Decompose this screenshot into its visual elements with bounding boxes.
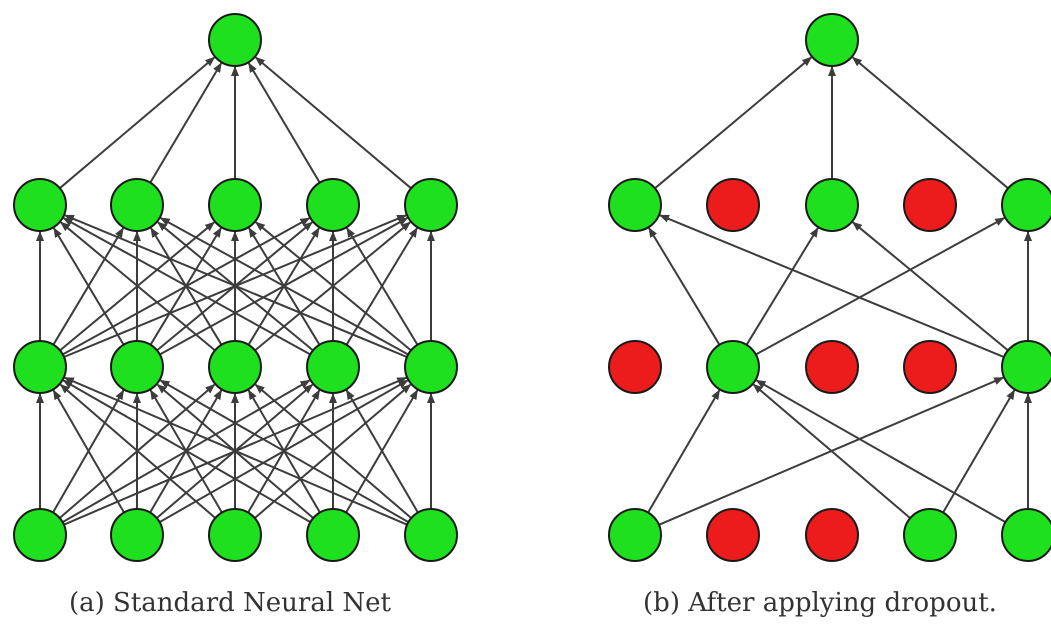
dropout-edge-hidden1-2-to-hidden2-5	[755, 217, 1006, 356]
dropout-hidden2-node-4-dropped	[903, 178, 957, 232]
dropout-edge-input-1-to-hidden1-2	[647, 389, 721, 514]
standard-edge-input-2-to-hidden1-1	[52, 389, 125, 514]
standard-hidden2-node-2	[110, 178, 164, 232]
standard-input-node-2	[110, 508, 164, 562]
standard-network-nodes	[13, 13, 458, 562]
standard-edge-hidden1-5-to-hidden2-4	[346, 227, 419, 346]
dropout-edge-hidden1-5-to-hidden2-3	[852, 221, 1009, 352]
standard-edge-input-5-to-hidden1-1	[63, 376, 408, 526]
standard-hidden1-node-2	[110, 340, 164, 394]
dropout-edge-input-5-to-hidden1-2	[755, 379, 1006, 523]
standard-hidden2-node-4	[306, 178, 360, 232]
standard-hidden1-node-5	[404, 340, 458, 394]
dropout-hidden2-node-1	[608, 178, 662, 232]
standard-edge-hidden1-3-to-hidden2-1	[60, 221, 216, 352]
dropout-network-panel	[608, 13, 1051, 562]
standard-edge-hidden1-2-to-hidden2-1	[53, 227, 125, 346]
standard-hidden1-node-1	[13, 340, 67, 394]
dropout-edge-hidden1-2-to-hidden2-3	[745, 227, 819, 346]
standard-hidden2-node-3	[208, 178, 262, 232]
standard-hidden2-node-1	[13, 178, 67, 232]
standard-input-node-5	[404, 508, 458, 562]
dropout-network-nodes	[608, 13, 1051, 562]
dropout-edge-hidden1-5-to-hidden2-1	[659, 214, 1005, 359]
standard-network-edges	[36, 56, 435, 526]
standard-edge-hidden1-5-to-hidden2-1	[63, 214, 408, 358]
dropout-output-node-1	[805, 13, 859, 67]
dropout-input-node-1	[608, 508, 662, 562]
dropout-edge-input-4-to-hidden1-2	[752, 383, 911, 519]
dropout-input-node-5	[1001, 508, 1051, 562]
standard-edge-input-3-to-hidden1-1	[59, 383, 216, 519]
standard-edge-hidden1-4-to-hidden2-1	[62, 217, 311, 356]
standard-edge-input-5-to-hidden1-2	[159, 379, 409, 523]
dropout-hidden1-node-5	[1001, 340, 1051, 394]
dropout-network-edges	[647, 56, 1032, 526]
standard-hidden1-node-3	[208, 340, 262, 394]
standard-input-node-3	[208, 508, 262, 562]
standard-edge-hidden2-1-to-output-1	[59, 56, 216, 189]
standard-edge-hidden2-5-to-output-1	[254, 56, 412, 190]
standard-edge-hidden2-4-to-output-1	[247, 62, 321, 184]
standard-network-caption: (a) Standard Neural Net	[68, 588, 392, 618]
dropout-hidden2-node-5	[1001, 178, 1051, 232]
standard-input-node-1	[13, 508, 67, 562]
dropout-input-node-2-dropped	[706, 508, 760, 562]
dropout-hidden1-node-3-dropped	[805, 340, 859, 394]
dropout-input-node-4	[903, 508, 957, 562]
standard-edge-hidden1-5-to-hidden2-3	[255, 221, 412, 352]
standard-input-node-4	[306, 508, 360, 562]
standard-hidden2-node-5	[404, 178, 458, 232]
standard-edge-hidden1-5-to-hidden2-2	[159, 217, 409, 356]
dropout-edge-hidden2-5-to-output-1	[851, 56, 1009, 190]
standard-edge-hidden2-2-to-output-1	[149, 62, 223, 184]
dropout-edge-input-4-to-hidden1-5	[942, 389, 1016, 514]
standard-network-panel	[13, 13, 458, 562]
standard-edge-input-4-to-hidden1-1	[62, 379, 311, 523]
dropout-hidden1-node-1-dropped	[608, 340, 662, 394]
dropout-edge-hidden1-2-to-hidden2-1	[648, 227, 721, 346]
dropout-hidden2-node-2-dropped	[706, 178, 760, 232]
dropout-input-node-3-dropped	[805, 508, 859, 562]
dropout-edge-hidden2-1-to-output-1	[654, 56, 813, 190]
dropout-hidden2-node-3	[805, 178, 859, 232]
dropout-hidden1-node-4-dropped	[903, 340, 957, 394]
dropout-network-caption: (b) After applying dropout.	[643, 588, 997, 618]
standard-edge-input-5-to-hidden1-3	[254, 383, 412, 519]
standard-output-node-1	[208, 13, 262, 67]
standard-hidden1-node-4	[306, 340, 360, 394]
standard-edge-input-5-to-hidden1-4	[345, 389, 419, 514]
dropout-hidden1-node-2	[706, 340, 760, 394]
